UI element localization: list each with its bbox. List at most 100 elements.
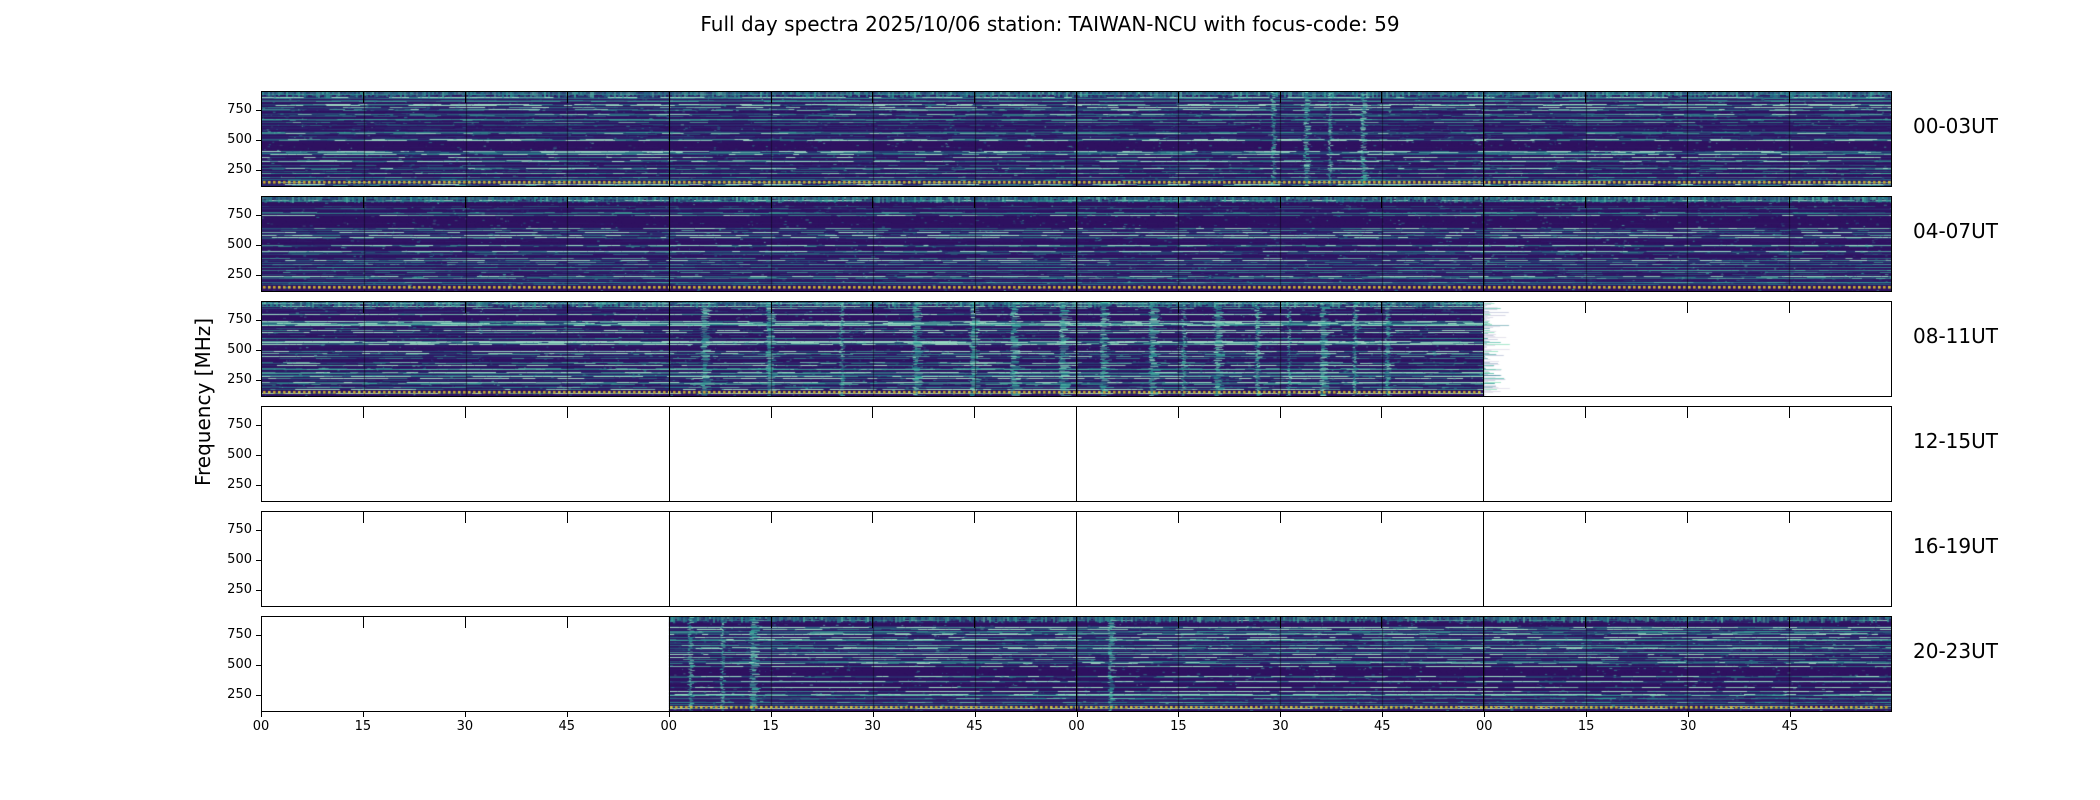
quarter-hour-tick <box>1279 302 1281 313</box>
hour-gridline <box>1076 617 1077 711</box>
quarter-hour-tick <box>1788 92 1790 103</box>
quarter-hour-tick <box>872 512 874 523</box>
x-tick-label: 00 <box>1068 719 1085 734</box>
spectro-row-16-19UT: 750 500 250 16-19UT <box>227 511 1998 607</box>
quarter-hour-tick <box>566 197 568 208</box>
quarter-hour-tick <box>1788 617 1790 628</box>
quarter-hour-tick <box>465 617 467 628</box>
quarter-hour-tick <box>872 407 874 418</box>
y-tick-mark <box>256 320 262 321</box>
row-time-label: 20-23UT <box>1913 639 1998 663</box>
quarter-hour-tick <box>1788 512 1790 523</box>
hour-gridline <box>1076 512 1077 606</box>
quarter-hour-tick <box>1585 197 1587 208</box>
x-tick-label: 15 <box>762 719 779 734</box>
y-tick-label: 750 <box>227 207 252 222</box>
hour-gridline <box>668 512 670 606</box>
y-tick-label: 250 <box>227 687 252 702</box>
y-tick-label: 750 <box>227 522 252 537</box>
hour-gridline <box>1483 197 1485 291</box>
x-tick-mark <box>1178 712 1180 717</box>
x-tick-label: 45 <box>966 719 983 734</box>
x-tick-label: 45 <box>1374 719 1391 734</box>
quarter-hour-tick <box>1686 302 1688 313</box>
x-tick-label: 30 <box>1272 719 1289 734</box>
y-tick-label: 250 <box>227 477 252 492</box>
quarter-hour-tick <box>974 92 976 103</box>
spectro-row-00-03UT: 750 500 250 00-03UT <box>227 91 1998 187</box>
quarter-hour-tick <box>363 617 365 628</box>
quarter-hour-tick <box>1279 92 1281 103</box>
quarter-hour-tick <box>1585 407 1587 418</box>
quarter-hour-tick <box>1177 92 1179 103</box>
hour-gridline <box>668 197 670 291</box>
quarter-hour-tick <box>465 197 467 208</box>
row-time-label: 12-15UT <box>1913 429 1998 453</box>
y-tick-mark <box>256 245 262 246</box>
quarter-hour-tick <box>465 302 467 313</box>
x-tick-mark <box>668 712 670 717</box>
x-tick-mark <box>1280 712 1282 717</box>
row-time-label: 04-07UT <box>1913 219 1998 243</box>
quarter-hour-tick <box>1381 92 1383 103</box>
spectra-rows: 750 500 250 00-03UT 750 500 250 04-07UT 750 500 25… <box>227 91 1998 712</box>
hour-gridline <box>1076 407 1077 501</box>
x-tick-mark <box>1586 712 1588 717</box>
quarter-hour-tick <box>566 617 568 628</box>
hour-gridline <box>668 617 670 711</box>
y-tick-label: 750 <box>227 627 252 642</box>
y-tick-label: 750 <box>227 417 252 432</box>
quarter-hour-tick <box>770 617 772 628</box>
quarter-hour-tick <box>1788 302 1790 313</box>
y-tick-label: 500 <box>227 447 252 462</box>
quarter-hour-tick <box>465 407 467 418</box>
quarter-hour-tick <box>974 197 976 208</box>
y-tick-label: 750 <box>227 102 252 117</box>
quarter-hour-tick <box>566 92 568 103</box>
y-tick-label: 250 <box>227 372 252 387</box>
hour-gridline <box>1076 302 1077 396</box>
x-tick-label: 30 <box>456 719 474 734</box>
y-tick-label: 500 <box>227 657 252 672</box>
quarter-hour-tick <box>465 92 467 103</box>
hour-gridline <box>668 92 670 186</box>
y-tick-mark <box>256 560 262 561</box>
x-tick-mark <box>1382 712 1384 717</box>
quarter-hour-tick <box>1381 617 1383 628</box>
quarter-hour-tick <box>1585 512 1587 523</box>
x-tick-mark <box>261 712 262 717</box>
x-tick-mark <box>1076 712 1078 717</box>
quarter-hour-tick <box>1686 197 1688 208</box>
y-tick-mark <box>256 215 262 216</box>
y-tick-mark <box>256 350 262 351</box>
x-tick-label: 45 <box>1781 719 1799 734</box>
quarter-hour-tick <box>1686 512 1688 523</box>
chart-title: Full day spectra 2025/10/06 station: TAI… <box>700 12 1400 36</box>
x-tick-mark <box>464 712 466 717</box>
quarter-hour-tick <box>1381 302 1383 313</box>
x-tick-mark <box>872 712 874 717</box>
y-tick-mark <box>256 665 262 666</box>
x-tick-mark <box>362 712 364 717</box>
y-tick-label: 250 <box>227 582 252 597</box>
quarter-hour-tick <box>872 197 874 208</box>
x-tick-label: 30 <box>864 719 881 734</box>
quarter-hour-tick <box>1686 92 1688 103</box>
quarter-hour-tick <box>363 407 365 418</box>
hour-gridline <box>1076 197 1077 291</box>
x-tick-label: 00 <box>252 719 270 734</box>
y-tick-label: 500 <box>227 132 252 147</box>
quarter-hour-tick <box>1381 197 1383 208</box>
quarter-hour-tick <box>566 512 568 523</box>
hour-gridline <box>1483 407 1485 501</box>
hour-gridline <box>668 407 670 501</box>
quarter-hour-tick <box>1686 407 1688 418</box>
y-tick-label: 250 <box>227 267 252 282</box>
quarter-hour-tick <box>1381 512 1383 523</box>
quarter-hour-tick <box>1279 617 1281 628</box>
quarter-hour-tick <box>566 302 568 313</box>
x-tick-mark <box>566 712 568 717</box>
hour-gridline <box>1483 512 1485 606</box>
y-tick-mark <box>256 590 262 591</box>
